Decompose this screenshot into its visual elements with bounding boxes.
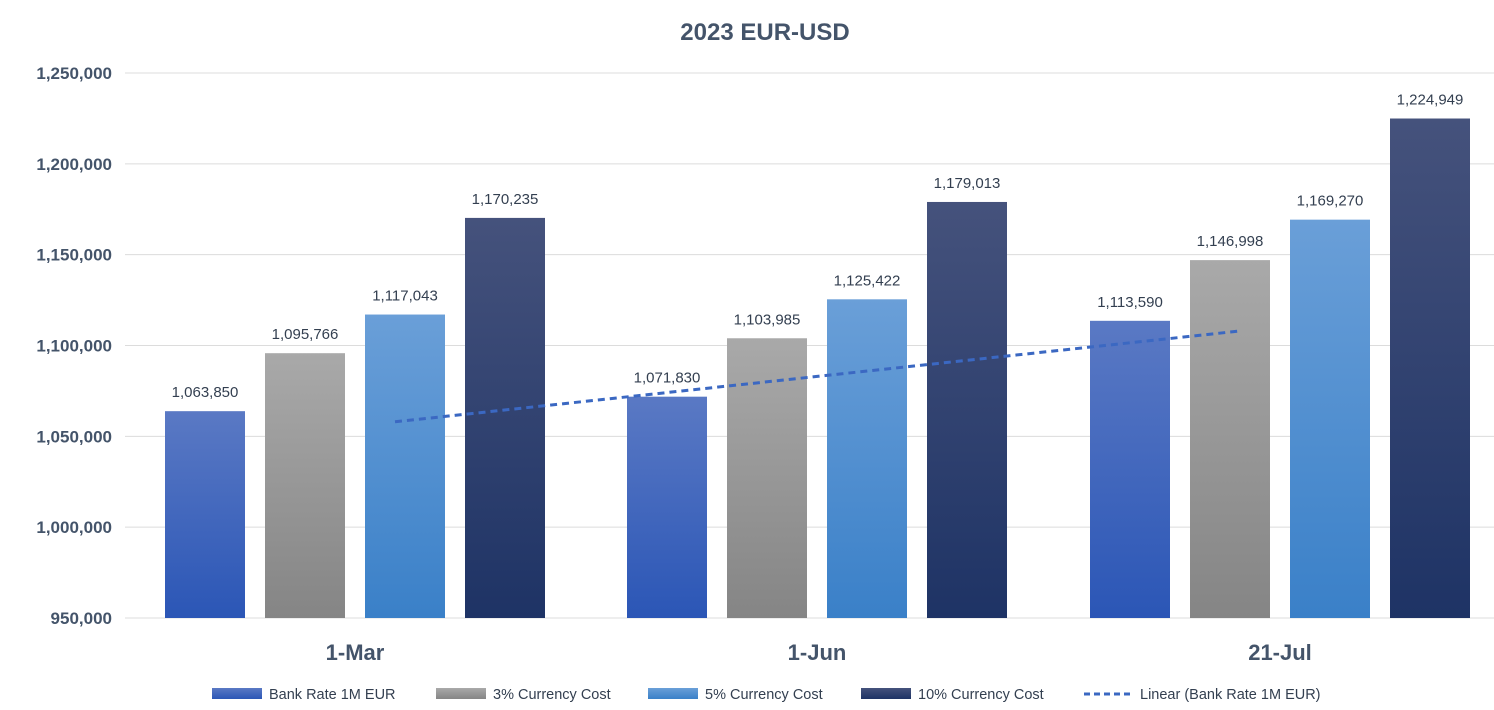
legend-label: Linear (Bank Rate 1M EUR): [1140, 687, 1321, 703]
y-tick-label: 1,000,000: [36, 518, 112, 537]
data-label: 1,071,830: [634, 370, 701, 387]
legend-swatch: [861, 688, 911, 699]
data-label: 1,146,998: [1197, 233, 1264, 250]
x-tick-label: 1-Jun: [788, 640, 847, 665]
x-axis-tick-labels: 1-Mar 1-Jun 21-Jul: [326, 640, 1312, 665]
legend-swatch: [648, 688, 698, 699]
data-label: 1,063,850: [172, 384, 239, 401]
trendline: [394, 329, 1241, 424]
bars: [165, 118, 1470, 619]
legend-label: Bank Rate 1M EUR: [269, 687, 396, 703]
bar-5-currency-cost-1-jun: [827, 299, 907, 618]
bar-5-currency-cost-21-jul: [1290, 219, 1370, 619]
data-label: 1,113,590: [1097, 294, 1163, 311]
data-label: 1,103,985: [734, 311, 801, 328]
bar-bank-rate-1m-eur-1-mar: [165, 411, 245, 618]
trendline-layer: [394, 329, 1241, 424]
data-label: 1,179,013: [934, 175, 1001, 192]
legend-label: 3% Currency Cost: [493, 687, 611, 703]
bar-bank-rate-1m-eur-1-jun: [627, 396, 707, 618]
data-label: 1,169,270: [1297, 193, 1364, 210]
bar-10-currency-cost-1-jun: [927, 201, 1007, 618]
data-label: 1,170,235: [472, 191, 539, 208]
bar-3-currency-cost-21-jul: [1190, 260, 1270, 618]
legend-label: 10% Currency Cost: [918, 687, 1044, 703]
y-tick-label: 1,100,000: [36, 337, 112, 356]
y-tick-label: 1,150,000: [36, 246, 112, 265]
bar-10-currency-cost-21-jul: [1390, 118, 1470, 619]
x-tick-label: 1-Mar: [326, 640, 385, 665]
y-tick-label: 1,200,000: [36, 155, 112, 174]
data-label: 1,125,422: [834, 272, 901, 289]
y-tick-label: 950,000: [51, 609, 112, 628]
bar-5-currency-cost-1-mar: [365, 314, 445, 618]
data-labels: 1,063,850 1,095,766 1,117,043 1,170,235 1,07…: [172, 92, 1464, 402]
legend-swatch: [436, 688, 486, 699]
gridlines: [125, 72, 1494, 619]
data-label: 1,095,766: [272, 326, 339, 343]
x-tick-label: 21-Jul: [1248, 640, 1312, 665]
y-tick-label: 1,050,000: [36, 427, 112, 446]
legend-label: 5% Currency Cost: [705, 687, 823, 703]
chart-title: 2023 EUR-USD: [680, 19, 849, 46]
bar-bank-rate-1m-eur-21-jul: [1090, 320, 1170, 618]
data-label: 1,117,043: [372, 288, 438, 305]
y-axis-tick-labels: 950,000 1,000,000 1,050,000 1,100,000 1,150,…: [36, 64, 112, 628]
bar-10-currency-cost-1-mar: [465, 217, 545, 618]
data-label: 1,224,949: [1397, 92, 1464, 109]
bar-3-currency-cost-1-mar: [265, 353, 345, 618]
legend-swatch: [212, 688, 262, 699]
legend: Bank Rate 1M EUR 3% Currency Cost 5% Curre…: [212, 687, 1321, 703]
y-tick-label: 1,250,000: [36, 64, 112, 83]
bar-3-currency-cost-1-jun: [727, 338, 807, 618]
